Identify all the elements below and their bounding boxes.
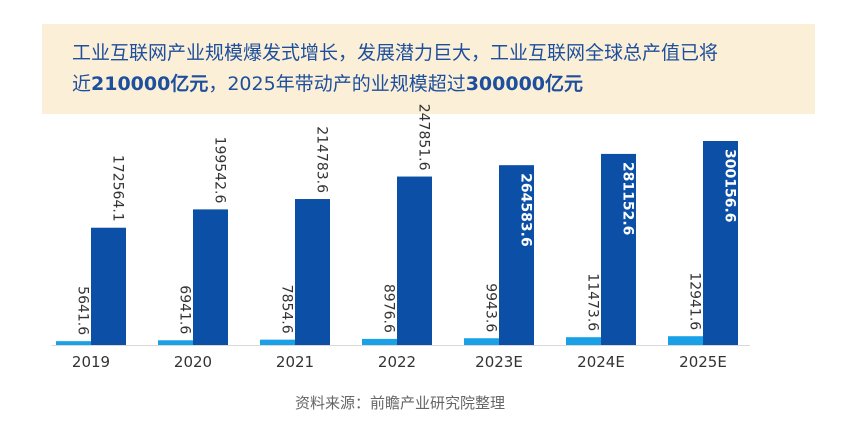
x-tick-label-2022: 2022	[378, 353, 416, 371]
bar-dark-2022	[397, 176, 432, 345]
source-note: 资料来源：前瞻产业研究院整理	[294, 394, 505, 412]
value-label-light-2025E: 12941.6	[687, 272, 703, 330]
bar-dark-2021	[295, 199, 330, 345]
bar-dark-2025E	[703, 141, 738, 345]
x-tick-label-2023E: 2023E	[475, 353, 523, 371]
bar-light-2022	[362, 338, 397, 345]
headline-bold-value-1: 210000亿元	[91, 73, 209, 95]
value-label-light-2022: 8976.6	[381, 284, 397, 333]
headline-line-2: 近210000亿元，2025年带动产的业规模超过300000亿元	[72, 69, 789, 100]
bar-light-2020	[158, 340, 193, 345]
headline-middle: ，2025年带动产的业规模超过	[208, 73, 466, 95]
bar-light-2019	[56, 341, 91, 345]
value-label-light-2024E: 11473.6	[585, 273, 601, 331]
value-label-dark-2021: 214783.6	[314, 126, 330, 193]
value-label-dark-2024E: 281152.6	[620, 162, 636, 236]
headline-bold-value-2: 300000亿元	[465, 73, 584, 95]
bar-light-2023E	[464, 338, 499, 345]
value-label-light-2023E: 9943.6	[483, 283, 499, 332]
value-label-dark-2022: 247851.6	[416, 104, 432, 171]
x-tick-label-2025E: 2025E	[679, 353, 727, 371]
bar-dark-2023E	[499, 165, 534, 345]
x-tick-label-2024E: 2024E	[577, 353, 625, 371]
value-label-dark-2023E: 264583.6	[518, 173, 534, 247]
bar-dark-2019	[91, 227, 126, 345]
bar-light-2024E	[566, 337, 601, 345]
bar-dark-2024E	[601, 153, 636, 345]
headline-prefix: 近	[72, 73, 92, 95]
x-tick-label-2021: 2021	[276, 353, 314, 371]
headline-line-1: 工业互联网产业规模爆发式增长，发展潜力巨大，工业互联网全球总产值已将	[72, 42, 719, 64]
value-labels-group: 5641.6 172564.1 6941.6 199542.6 7854.6 214783…	[75, 104, 738, 336]
x-tick-label-2020: 2020	[174, 353, 212, 371]
value-label-dark-2025E: 300156.6	[722, 149, 738, 223]
x-tick-label-2019: 2019	[72, 353, 110, 371]
bars-group	[56, 141, 738, 345]
x-axis-tick-labels: 2019 2020 2021 2022 2023E 2024E 2025E	[72, 353, 727, 371]
value-label-light-2021: 7854.6	[279, 285, 295, 334]
bar-dark-2020	[193, 209, 228, 345]
value-label-light-2019: 5641.6	[75, 286, 91, 335]
bar-light-2021	[260, 339, 295, 345]
value-label-dark-2019: 172564.1	[110, 155, 126, 222]
value-label-dark-2020: 199542.6	[212, 137, 228, 204]
bar-light-2025E	[668, 336, 703, 345]
value-label-light-2020: 6941.6	[177, 285, 193, 334]
headline-banner: 工业互联网产业规模爆发式增长，发展潜力巨大，工业互联网全球总产值已将 近2100…	[42, 24, 815, 114]
